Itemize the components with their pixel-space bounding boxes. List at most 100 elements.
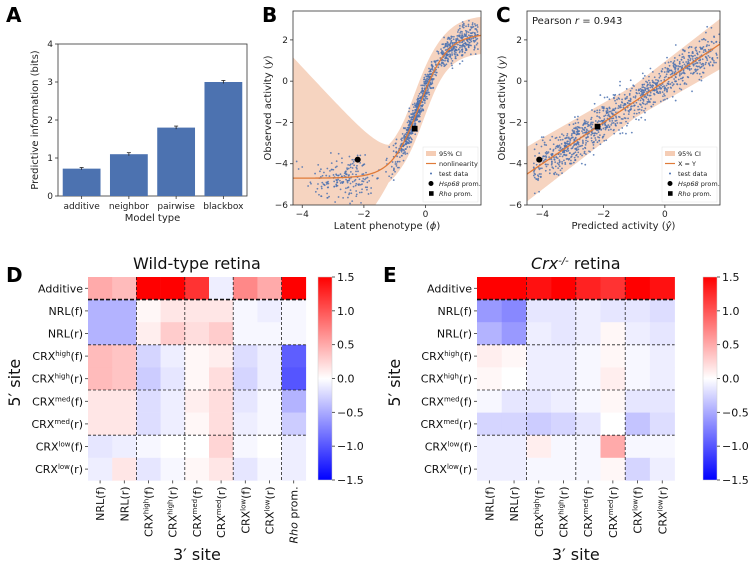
data-point bbox=[578, 130, 580, 132]
data-point bbox=[608, 106, 611, 109]
legend-entry: Rho prom. bbox=[439, 190, 473, 198]
heatmap-cell bbox=[136, 344, 161, 368]
data-point bbox=[329, 169, 331, 172]
data-point bbox=[653, 76, 656, 79]
data-point bbox=[543, 141, 546, 144]
data-point bbox=[690, 46, 693, 48]
data-point bbox=[648, 82, 651, 84]
data-point bbox=[718, 33, 720, 36]
heatmap-cell bbox=[160, 435, 186, 459]
data-point bbox=[543, 143, 546, 146]
data-point bbox=[356, 154, 359, 157]
data-point bbox=[355, 195, 358, 198]
data-point bbox=[579, 145, 582, 147]
data-point bbox=[586, 136, 589, 139]
data-point bbox=[667, 87, 670, 89]
data-point bbox=[619, 132, 622, 135]
data-point bbox=[700, 63, 703, 66]
panel-letter-e: E bbox=[383, 263, 397, 287]
data-point bbox=[630, 107, 632, 110]
data-point bbox=[671, 72, 674, 75]
data-point bbox=[328, 175, 331, 178]
data-point bbox=[335, 179, 338, 181]
heatmap-cell bbox=[184, 435, 210, 459]
data-point bbox=[663, 93, 665, 95]
data-point bbox=[704, 39, 707, 41]
heatmap-cell bbox=[160, 457, 186, 481]
data-point bbox=[666, 89, 668, 92]
data-point bbox=[690, 54, 693, 57]
data-point bbox=[647, 87, 650, 89]
data-point bbox=[570, 147, 573, 150]
data-point bbox=[423, 98, 425, 101]
data-point bbox=[428, 91, 430, 94]
data-point bbox=[664, 66, 667, 69]
data-point bbox=[358, 191, 361, 194]
data-point bbox=[556, 144, 559, 147]
data-point bbox=[662, 95, 664, 98]
data-point bbox=[681, 79, 684, 82]
data-point bbox=[428, 67, 430, 70]
data-point bbox=[711, 41, 713, 43]
data-point bbox=[459, 44, 462, 47]
col-label: CRXhigh(r) bbox=[167, 486, 180, 537]
x-tick-label: −2 bbox=[357, 210, 370, 220]
data-point bbox=[351, 167, 354, 169]
data-point bbox=[392, 179, 395, 181]
data-point bbox=[463, 40, 465, 42]
data-point bbox=[638, 111, 641, 114]
data-point bbox=[353, 159, 356, 161]
data-point bbox=[466, 35, 469, 38]
data-point bbox=[712, 42, 715, 45]
data-point bbox=[693, 71, 696, 74]
data-point bbox=[678, 87, 681, 90]
marker-rho bbox=[594, 123, 601, 130]
data-point bbox=[655, 83, 657, 86]
col-label: CRXlow(r) bbox=[264, 486, 277, 534]
data-point bbox=[398, 166, 400, 169]
data-point bbox=[388, 146, 391, 148]
data-point bbox=[325, 174, 328, 177]
data-point bbox=[565, 154, 567, 157]
heatmap-cell bbox=[281, 344, 307, 368]
heatmap-cell bbox=[233, 412, 258, 436]
data-point bbox=[590, 116, 593, 119]
data-point bbox=[339, 182, 342, 184]
colorbar-tick-label: −1.5 bbox=[722, 474, 749, 487]
heatmap-cell bbox=[526, 435, 552, 459]
data-point bbox=[558, 149, 561, 152]
data-point bbox=[586, 140, 589, 143]
data-point bbox=[426, 77, 429, 80]
heatmap-cell bbox=[501, 457, 527, 481]
data-point bbox=[400, 154, 403, 157]
data-point bbox=[687, 46, 690, 49]
data-point bbox=[713, 61, 716, 64]
data-point bbox=[656, 88, 658, 90]
data-point bbox=[584, 143, 587, 146]
data-point bbox=[577, 143, 580, 146]
data-point bbox=[632, 96, 635, 98]
data-point bbox=[581, 144, 584, 147]
heatmap-cell bbox=[184, 367, 210, 391]
data-point bbox=[317, 163, 320, 166]
data-point bbox=[596, 109, 599, 112]
data-point bbox=[623, 93, 626, 96]
data-point bbox=[432, 86, 435, 89]
data-point bbox=[596, 115, 599, 118]
x-axis-title: 3′ site bbox=[552, 545, 600, 564]
data-point bbox=[583, 129, 586, 132]
colorbar-tick-label: 0.5 bbox=[722, 339, 740, 352]
data-point bbox=[638, 108, 641, 111]
data-point bbox=[544, 169, 547, 172]
heatmap-cell bbox=[649, 322, 675, 346]
data-point bbox=[694, 54, 696, 57]
data-point bbox=[466, 38, 469, 41]
data-point bbox=[691, 90, 693, 93]
heatmap-cell bbox=[112, 457, 137, 481]
heatmap-cell bbox=[184, 457, 210, 481]
data-point bbox=[652, 84, 655, 87]
data-point bbox=[339, 188, 342, 191]
heatmap-cell bbox=[600, 277, 626, 300]
col-label: Rho prom. bbox=[288, 486, 301, 543]
data-point bbox=[633, 104, 636, 107]
